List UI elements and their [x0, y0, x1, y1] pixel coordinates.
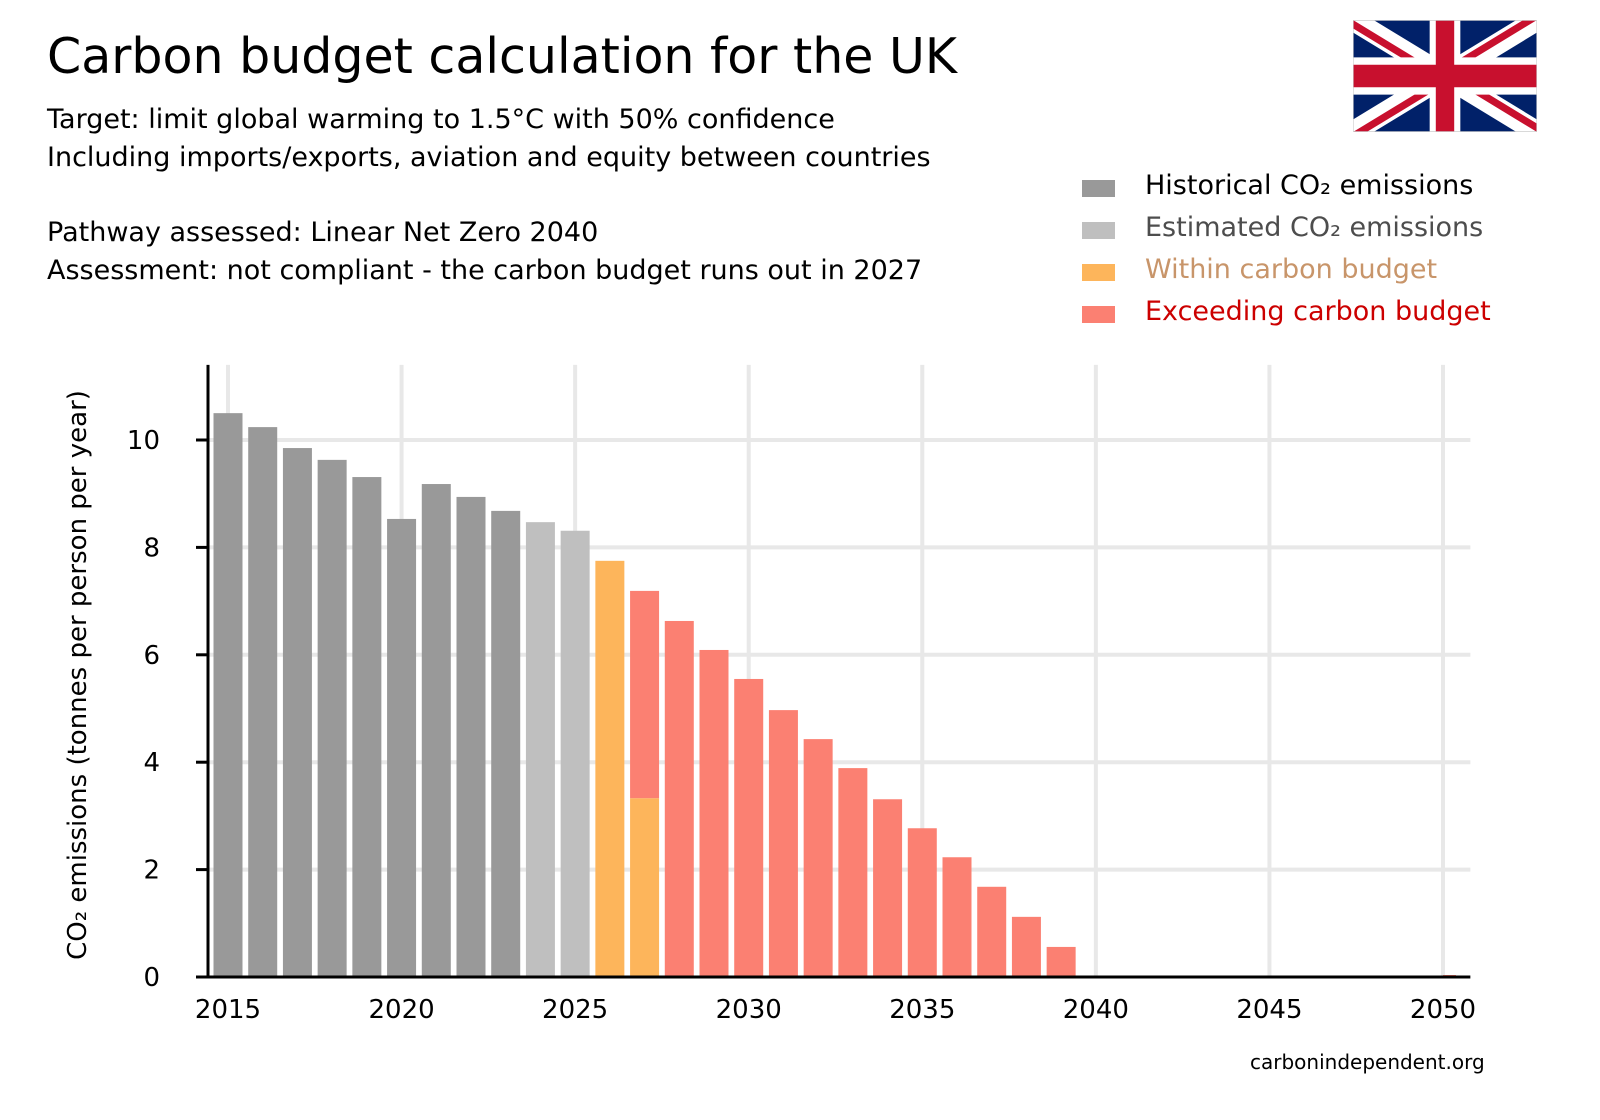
bar-historical-co-emissions-2017	[282, 448, 312, 977]
bar-exceeding-carbon-budget-2027	[630, 590, 660, 799]
bar-exceeding-carbon-budget-2037	[977, 886, 1007, 977]
bar-historical-co-emissions-2021	[421, 484, 451, 977]
bar-historical-co-emissions-2023	[491, 510, 521, 977]
y-tick-label: 6	[143, 641, 160, 671]
subtitle-pathway: Pathway assessed: Linear Net Zero 2040	[47, 217, 599, 248]
y-tick-label: 8	[143, 533, 160, 563]
subtitle-assessment: Assessment: not compliant - the carbon b…	[47, 255, 923, 286]
bar-historical-co-emissions-2018	[317, 459, 347, 977]
bar-estimated-co-emissions-2024	[525, 522, 555, 977]
bar-historical-co-emissions-2015	[213, 413, 243, 977]
bar-exceeding-carbon-budget-2028	[664, 620, 694, 977]
x-tick-label: 2050	[1410, 995, 1476, 1025]
bar-exceeding-carbon-budget-2038	[1011, 916, 1041, 977]
united-kingdom-flag-icon	[1353, 20, 1537, 132]
legend-swatch	[1082, 264, 1115, 281]
legend-label: Estimated CO₂ emissions	[1145, 212, 1484, 243]
bar-exceeding-carbon-budget-2034	[873, 799, 903, 977]
y-tick-label: 10	[127, 426, 160, 456]
y-tick-label: 4	[143, 748, 160, 778]
subtitle-scope: Including imports/exports, aviation and …	[47, 142, 931, 173]
legend-label: Exceeding carbon budget	[1145, 296, 1491, 327]
bar-historical-co-emissions-2019	[352, 477, 382, 977]
bar-exceeding-carbon-budget-2031	[768, 710, 798, 977]
legend-label: Historical CO₂ emissions	[1145, 170, 1474, 201]
bar-exceeding-carbon-budget-2035	[907, 828, 937, 977]
legend-swatch	[1082, 180, 1115, 197]
y-tick-label: 2	[143, 856, 160, 886]
bar-historical-co-emissions-2016	[248, 427, 278, 977]
x-tick-label: 2020	[368, 995, 434, 1025]
bar-exceeding-carbon-budget-2039	[1046, 946, 1076, 977]
bar-historical-co-emissions-2022	[456, 496, 486, 977]
bar-within-carbon-budget-2026	[595, 560, 625, 977]
credit-text: carbonindependent.org	[1250, 1050, 1485, 1074]
y-tick-label: 0	[143, 963, 160, 993]
bar-exceeding-carbon-budget-2032	[803, 739, 833, 977]
bar-within-carbon-budget-2027	[630, 798, 660, 977]
y-axis-label: CO₂ emissions (tonnes per person per yea…	[63, 390, 93, 960]
x-tick-label: 2040	[1063, 995, 1129, 1025]
legend-swatch	[1082, 222, 1115, 239]
bar-exceeding-carbon-budget-2036	[942, 857, 972, 977]
bar-estimated-co-emissions-2025	[560, 530, 590, 977]
x-tick-label: 2025	[542, 995, 608, 1025]
legend-swatch	[1082, 306, 1115, 323]
bar-exceeding-carbon-budget-2029	[699, 649, 729, 977]
x-tick-label: 2045	[1236, 995, 1302, 1025]
bar-exceeding-carbon-budget-2033	[838, 768, 868, 977]
chart-title: Carbon budget calculation for the UK	[47, 28, 957, 85]
legend-label: Within carbon budget	[1145, 254, 1438, 285]
bar-historical-co-emissions-2020	[387, 518, 417, 977]
bar-exceeding-carbon-budget-2030	[734, 678, 764, 977]
subtitle-target: Target: limit global warming to 1.5°C wi…	[47, 104, 835, 135]
bars	[213, 413, 1456, 977]
x-tick-label: 2035	[889, 995, 955, 1025]
axes: 2015 2020 2025 2030 2035 2040 2045 2050 0 2 4 6 8 10	[127, 364, 1476, 1025]
x-tick-label: 2015	[195, 995, 261, 1025]
x-tick-label: 2030	[716, 995, 782, 1025]
